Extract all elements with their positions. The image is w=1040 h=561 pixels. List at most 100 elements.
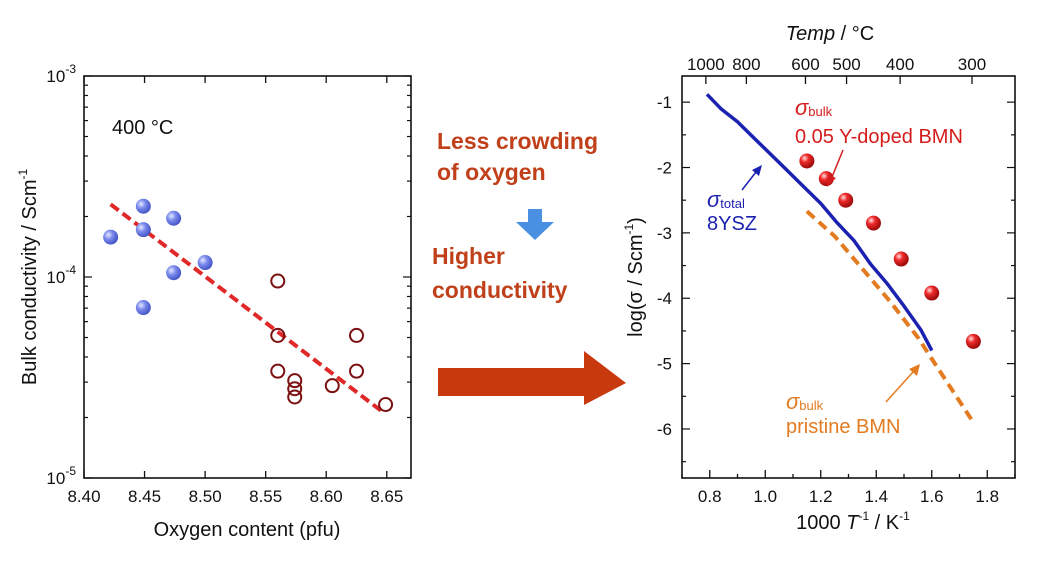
sigma-symbol-total: σ (707, 187, 721, 212)
left-annotation-temperature: 400 °C (112, 117, 173, 139)
right-x-tick-label: 0.8 (698, 487, 722, 506)
left-x-ticks: 8.40 8.45 8.50 8.55 8.60 8.65 (67, 76, 403, 506)
right-top-tick-label: 500 (832, 55, 860, 74)
left-point-filled (197, 255, 213, 271)
right-doped-point (799, 153, 815, 169)
sigma-sub-bulk-doped: bulk (808, 104, 832, 119)
left-y-tick-label: 10-3 (46, 62, 76, 86)
right-arrow-icon (438, 351, 626, 405)
label-sigma-total: σtotal (707, 187, 745, 212)
left-x-tick-label: 8.65 (370, 487, 403, 506)
left-y-axis-title: Bulk conductivity / Scm-1 (16, 169, 41, 386)
right-doped-point (838, 192, 854, 208)
left-chart: 8.40 8.45 8.50 8.55 8.60 8.65 10-310-410-5 40… (16, 62, 412, 541)
left-point-open (287, 373, 303, 389)
right-x-tick-label: 1.8 (975, 487, 999, 506)
right-x-axis-mid: / K (869, 512, 900, 534)
right-pristine-dashed-line (805, 209, 976, 424)
left-x-tick-label: 8.60 (310, 487, 343, 506)
left-x-axis-title: Oxygen content (pfu) (154, 519, 341, 541)
left-y-tick-label-base: 10 (46, 67, 65, 86)
right-x-tick-label: 1.4 (864, 487, 888, 506)
left-point-filled (135, 222, 151, 238)
left-point-open (349, 363, 364, 379)
sigma-symbol-pristine: σ (786, 389, 800, 414)
right-x-tick-label: 1.6 (920, 487, 944, 506)
left-point-filled (135, 198, 151, 214)
label-pristine-bmn: pristine BMN (786, 416, 900, 438)
right-chart: 0.8 1.0 1.2 1.4 1.6 1.8 -1 -2 -3 -4 -5 -6 1000 800 6… (622, 23, 1016, 534)
left-point-open (287, 389, 303, 405)
left-x-tick-label: 8.45 (128, 487, 161, 506)
left-y-tick-label-exp: -5 (65, 464, 76, 478)
right-x-tick-label: 1.0 (753, 487, 777, 506)
right-x-axis-T: T (846, 512, 860, 534)
left-x-tick-label: 8.40 (67, 487, 100, 506)
pointer-pristine (885, 371, 914, 403)
middle-text-higher: Higher (432, 243, 505, 269)
right-y-tick-label: -2 (657, 159, 672, 178)
right-x-axis-prefix: 1000 (796, 512, 846, 534)
right-y-axis-title-sup: -1 (622, 223, 636, 234)
left-y-tick-label: 10-4 (46, 263, 76, 287)
left-y-tick-label-base: 10 (46, 268, 65, 287)
right-y-tick-label: -4 (657, 289, 672, 308)
left-point-filled (103, 229, 119, 245)
right-x-tick-label: 1.2 (809, 487, 833, 506)
right-y-axis-title-text: log(σ / Scm (625, 234, 647, 336)
pointer-pristine-arrowhead-icon (909, 364, 920, 376)
left-y-axis-title-sup: -1 (16, 169, 30, 180)
left-y-axis-title-text: Bulk conductivity / Scm (19, 180, 41, 386)
pointer-doped (831, 149, 844, 178)
sigma-sub-bulk-pristine: bulk (799, 398, 823, 413)
left-point-open (270, 363, 286, 379)
left-y-tick-label: 10-5 (46, 464, 76, 488)
left-point-open (270, 273, 286, 289)
left-point-open (270, 327, 286, 343)
right-series (705, 93, 981, 424)
right-y-ticks: -1 -2 -3 -4 -5 -6 (657, 93, 1015, 463)
left-point-filled (135, 300, 151, 316)
right-doped-point (893, 251, 909, 267)
right-top-ticks: 1000 800 600 500 400 300 (687, 55, 986, 84)
right-y-tick-label: -5 (657, 355, 672, 374)
left-point-open (378, 397, 394, 413)
left-y-tick-labels: 10-310-410-5 (46, 62, 76, 488)
label-ysz: 8YSZ (707, 213, 757, 235)
left-x-tick-label: 8.55 (249, 487, 282, 506)
right-top-axis-title: Temp / °C (786, 23, 874, 45)
right-x-axis-sup2: -1 (899, 509, 910, 523)
right-top-axis-title-unit: / °C (835, 23, 874, 45)
left-series (103, 198, 394, 415)
sigma-sub-total: total (720, 196, 745, 211)
label-doped-bmn: 0.05 Y-doped BMN (795, 126, 963, 148)
right-top-axis-title-temp: Temp (786, 23, 835, 45)
right-top-tick-label: 800 (732, 55, 760, 74)
right-top-tick-label: 1000 (687, 55, 725, 74)
right-y-axis-title-close: ) (625, 217, 647, 224)
middle-text-less-crowding: Less crowding (437, 128, 598, 154)
right-x-axis-title: 1000 T-1 / K-1 (796, 509, 910, 534)
left-point-open (349, 327, 364, 343)
right-y-tick-label: -1 (657, 93, 672, 112)
label-sigma-bulk-doped: σbulk (795, 95, 833, 120)
pointer-ysz (741, 171, 757, 191)
middle-panel: Less crowding of oxygen Higher conductiv… (432, 128, 626, 405)
label-sigma-bulk-pristine: σbulk (786, 389, 824, 414)
left-point-open (324, 378, 340, 394)
down-arrow-icon (516, 209, 554, 240)
pointer-doped-arrowhead-icon (827, 175, 836, 187)
right-doped-point (865, 215, 881, 231)
left-y-tick-label-exp: -3 (65, 62, 76, 76)
right-top-tick-label: 300 (958, 55, 986, 74)
right-top-tick-label: 400 (886, 55, 914, 74)
left-x-tick-label: 8.50 (189, 487, 222, 506)
middle-text-of-oxygen: of oxygen (437, 159, 546, 185)
pointer-ysz-arrowhead-icon (752, 165, 762, 176)
left-point-filled (166, 210, 182, 226)
left-trend-line (109, 202, 386, 415)
left-point-filled (166, 265, 182, 281)
middle-text-conductivity: conductivity (432, 277, 568, 303)
right-y-tick-label: -3 (657, 224, 672, 243)
